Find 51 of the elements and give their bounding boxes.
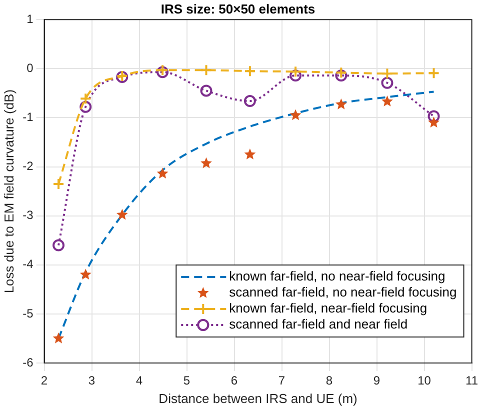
point: [290, 109, 302, 120]
y-tick-label: -4: [22, 257, 34, 272]
point: [290, 66, 302, 78]
point: [116, 208, 128, 220]
y-tick-label: 0: [26, 60, 34, 75]
point: [244, 65, 256, 78]
point: [290, 70, 302, 82]
x-axis-title: Distance between IRS and UE (m): [158, 390, 358, 406]
point: [80, 100, 92, 113]
y-tick-label: -1: [22, 110, 34, 124]
point: [335, 66, 348, 79]
point: [52, 239, 65, 252]
y-axis-title: Loss due to EM field curvature (dB): [1, 89, 16, 294]
x-tick-label: 7: [278, 374, 286, 388]
x-tick-label: 3: [88, 374, 96, 388]
point: [335, 98, 347, 110]
x-tick-label: 11: [466, 374, 478, 388]
point: [200, 64, 212, 76]
point: [80, 268, 92, 280]
x-tick-label: 6: [230, 374, 238, 388]
point: [382, 96, 393, 106]
legend-label: scanned far-field, no near-field focusing: [229, 284, 457, 300]
x-tick-label: 2: [40, 374, 48, 388]
y-tick-label: -2: [22, 159, 34, 174]
legend-label: scanned far-field and near field: [229, 316, 408, 332]
chart-title: IRS size: 50×50 elements: [160, 1, 316, 16]
point: [200, 84, 212, 97]
y-tick-label: -3: [22, 208, 34, 222]
point: [80, 92, 92, 105]
point: [381, 68, 394, 80]
point: [156, 168, 168, 178]
point: [52, 332, 64, 344]
x-tick-label: 9: [373, 374, 380, 388]
legend-label: known far-field, near-field focusing: [229, 300, 428, 316]
point: [200, 157, 212, 168]
y-tick-label: 1: [26, 12, 34, 26]
legend-label: known far-field, no near-field focusing: [229, 268, 446, 284]
point: [335, 70, 348, 82]
x-tick-label: 8: [326, 374, 333, 388]
y-tick-label: -6: [22, 355, 34, 370]
x-tick-label: 4: [136, 374, 143, 388]
point: [428, 116, 440, 128]
x-tick-label: 10: [418, 374, 432, 388]
x-tick-label: 5: [183, 374, 190, 388]
point: [52, 178, 65, 190]
y-tick-label: -5: [22, 306, 34, 320]
point: [428, 110, 440, 122]
point: [381, 76, 394, 89]
point: [244, 95, 256, 108]
point: [428, 67, 440, 80]
point: [244, 148, 256, 160]
